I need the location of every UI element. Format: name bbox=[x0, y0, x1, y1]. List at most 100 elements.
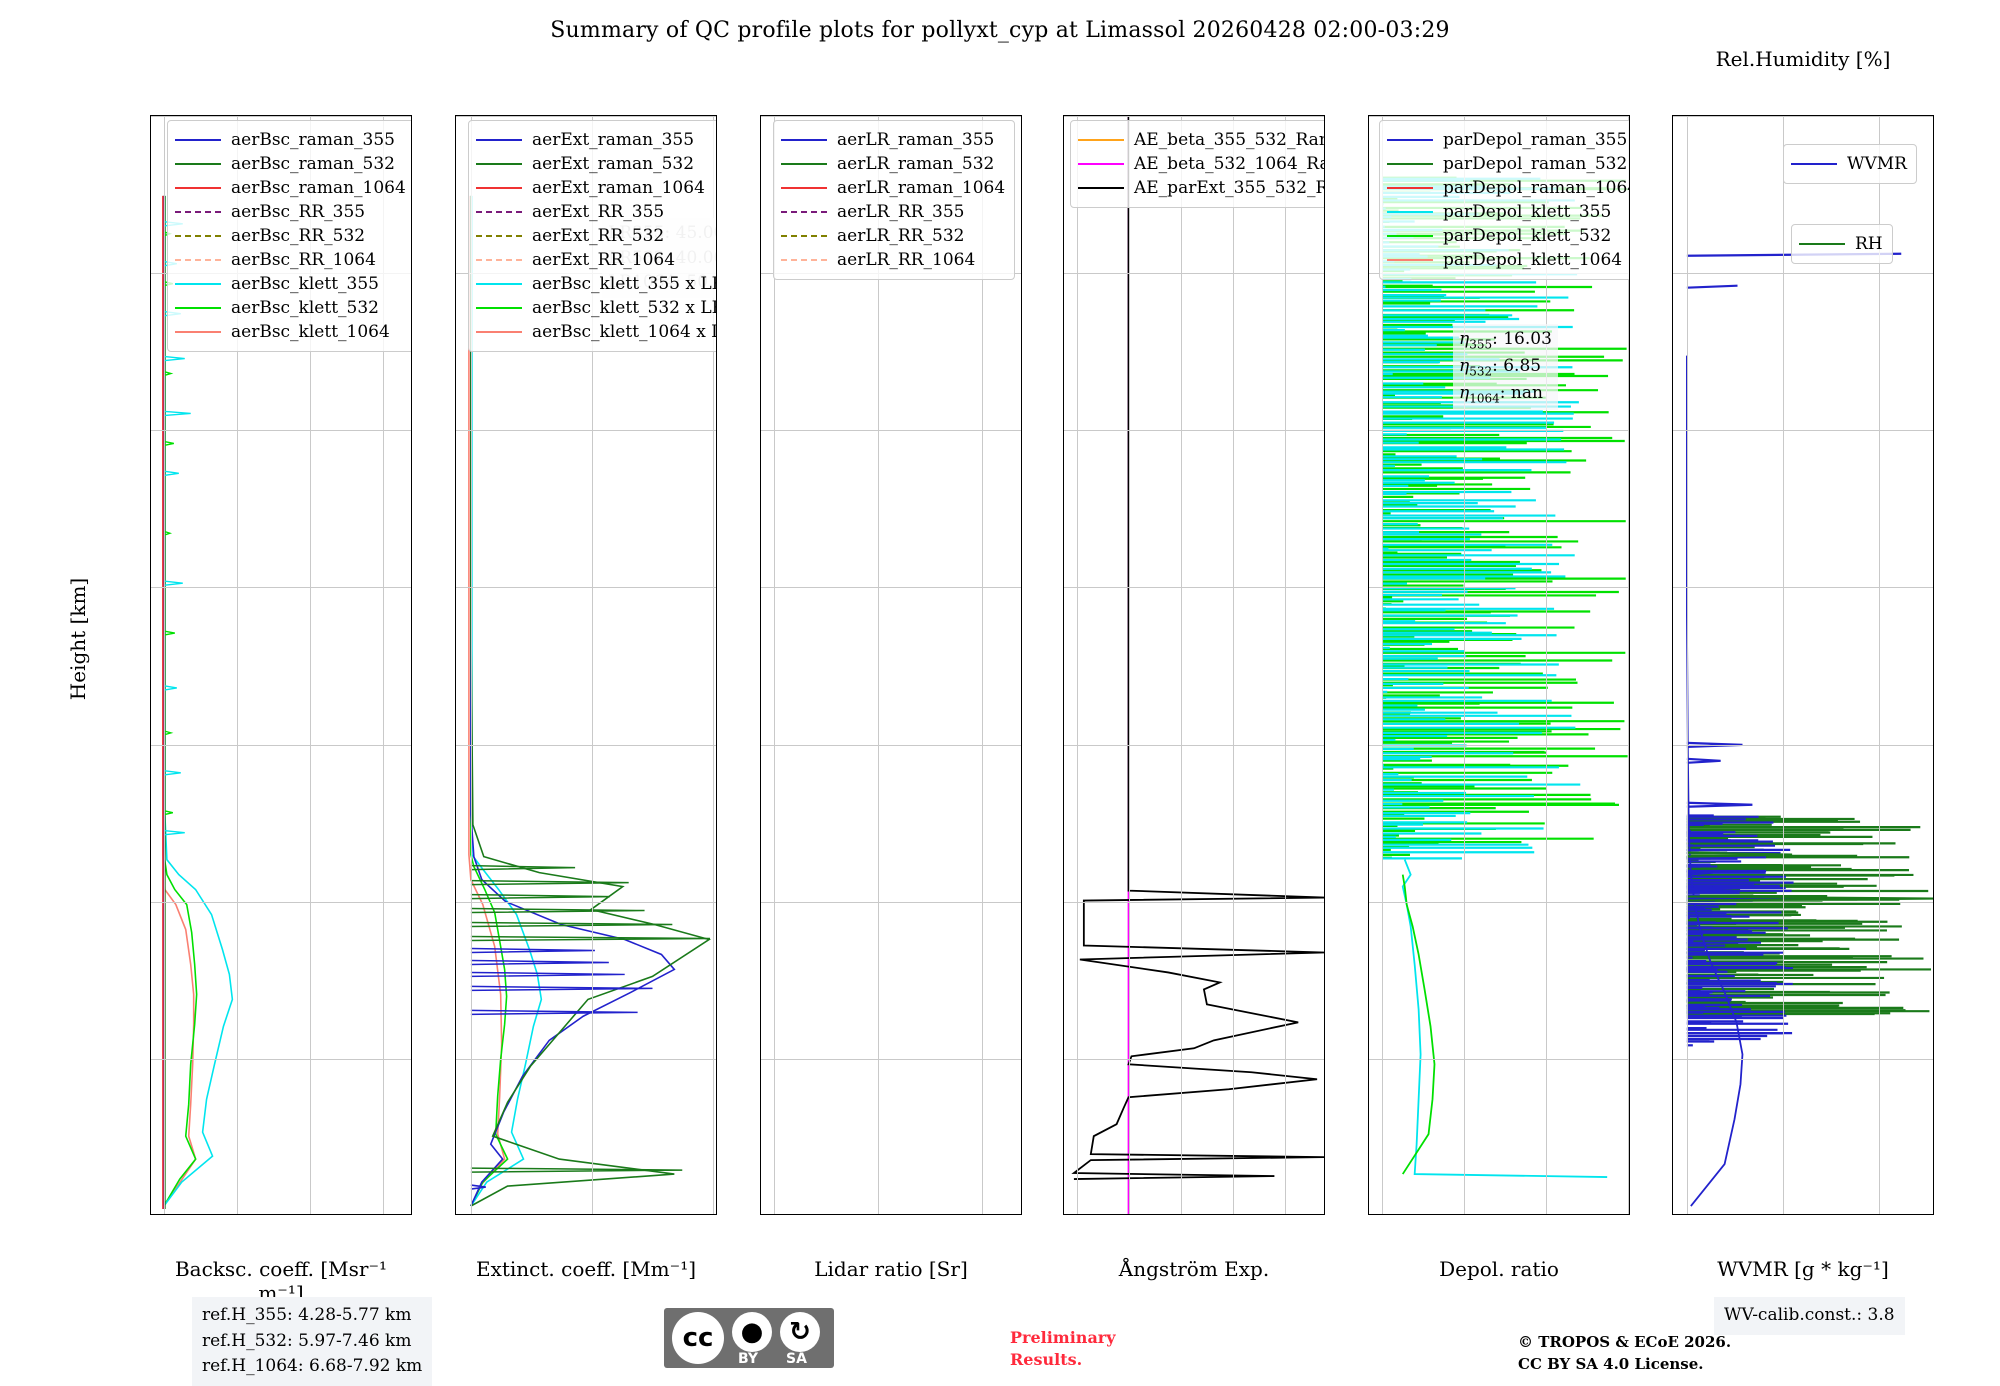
line-swatch-icon bbox=[781, 187, 827, 189]
legend-item-aerbsc-klett-355[interactable]: aerBsc_klett_355 bbox=[175, 272, 406, 296]
legend-item-aerext-rr-1064[interactable]: aerExt_RR_1064 bbox=[476, 248, 716, 272]
legend-item-aerlr-rr-532[interactable]: aerLR_RR_532 bbox=[781, 224, 1005, 248]
plot-area-backscatter[interactable]: aerBsc_raman_355 aerBsc_raman_532 aerBsc_r… bbox=[150, 115, 412, 1215]
y-tick-mark bbox=[1021, 272, 1022, 274]
legend-label: aerLR_raman_355 bbox=[837, 130, 995, 150]
legend-item-aerext-rr-355[interactable]: aerExt_RR_355 bbox=[476, 200, 716, 224]
plot-area-depol-ratio[interactable]: η355: 16.03 η532: 6.85 η1064: nan parDep… bbox=[1368, 115, 1630, 1215]
y-tick-mark bbox=[150, 744, 151, 746]
legend-item-pardepol-raman-1064[interactable]: parDepol_raman_1064 bbox=[1387, 176, 1629, 200]
y-tick-mark bbox=[1063, 901, 1064, 903]
x-tick-mark bbox=[1129, 1214, 1131, 1215]
y-tick-mark bbox=[716, 1058, 717, 1060]
line-swatch-icon bbox=[175, 331, 221, 333]
y-tick-mark bbox=[1368, 1058, 1369, 1060]
x-tick-mark-top bbox=[1194, 115, 1196, 116]
y-tick-mark bbox=[411, 587, 412, 589]
plot-area-angstrom[interactable]: AE_beta_355_532_Raman AE_beta_532_1064_Ra… bbox=[1063, 115, 1325, 1215]
series-wvmr bbox=[1686, 252, 1933, 1207]
legend-item-aerext-rr-532[interactable]: aerExt_RR_532 bbox=[476, 224, 716, 248]
line-swatch-icon bbox=[175, 235, 221, 237]
eta-1064-value: η1064: nan bbox=[1459, 382, 1543, 405]
legend-rh[interactable]: RH bbox=[1791, 224, 1893, 264]
legend-wvmr[interactable]: WVMR bbox=[1783, 144, 1917, 184]
legend-item-aerext-raman-532[interactable]: aerExt_raman_532 bbox=[476, 152, 716, 176]
x-tick-mark bbox=[1376, 1214, 1378, 1215]
legend-item-aerbsc-klett-532[interactable]: aerBsc_klett_532 bbox=[175, 296, 406, 320]
y-tick-mark bbox=[1933, 272, 1934, 274]
legend-item-aerext-raman-1064[interactable]: aerExt_raman_1064 bbox=[476, 176, 716, 200]
legend-item-aerlr-rr-1064[interactable]: aerLR_RR_1064 bbox=[781, 248, 1005, 272]
legend-item-ae-beta-532-1064-raman[interactable]: AE_beta_532_1064_Raman bbox=[1078, 152, 1324, 176]
legend-label: aerBsc_raman_1064 bbox=[231, 178, 406, 198]
line-swatch-icon bbox=[476, 139, 522, 141]
y-tick-mark bbox=[411, 429, 412, 431]
legend-item-wvmr[interactable]: WVMR bbox=[1791, 152, 1907, 176]
legend-label: aerBsc_klett_1064 x LR bbox=[532, 322, 717, 342]
legend-item-aerlr-raman-532[interactable]: aerLR_raman_532 bbox=[781, 152, 1005, 176]
y-tick-mark bbox=[1063, 587, 1064, 589]
legend-item-aerbsc-klett-355-x-lr[interactable]: aerBsc_klett_355 x LR bbox=[476, 272, 716, 296]
y-tick-mark bbox=[1368, 901, 1369, 903]
legend-item-aerbsc-raman-1064[interactable]: aerBsc_raman_1064 bbox=[175, 176, 406, 200]
legend-backscatter[interactable]: aerBsc_raman_355 aerBsc_raman_532 aerBsc_r… bbox=[167, 120, 411, 352]
legend-item-pardepol-klett-1064[interactable]: parDepol_klett_1064 bbox=[1387, 248, 1629, 272]
legend-item-aerext-raman-355[interactable]: aerExt_raman_355 bbox=[476, 128, 716, 152]
cc-license-badge[interactable]: cc ● ↻ BY SA bbox=[664, 1308, 834, 1368]
y-tick-mark bbox=[150, 587, 151, 589]
panel-depol-ratio: η355: 16.03 η532: 6.85 η1064: nan parDep… bbox=[1368, 115, 1630, 1281]
x-tick-mark bbox=[162, 1214, 164, 1215]
legend-item-aerlr-raman-1064[interactable]: aerLR_raman_1064 bbox=[781, 176, 1005, 200]
x-axis-label-wvmr: WVMR [g * kg⁻¹] bbox=[1717, 1257, 1889, 1281]
y-axis-label: Height [km] bbox=[66, 577, 90, 701]
legend-item-pardepol-raman-355[interactable]: parDepol_raman_355 bbox=[1387, 128, 1629, 152]
legend-item-aerbsc-rr-355[interactable]: aerBsc_RR_355 bbox=[175, 200, 406, 224]
y-tick-mark bbox=[1021, 115, 1022, 117]
legend-label-rh: RH bbox=[1855, 234, 1883, 254]
by-person-icon: ● bbox=[732, 1312, 772, 1352]
y-tick-mark bbox=[1672, 744, 1673, 746]
y-tick-mark bbox=[760, 901, 761, 903]
legend-item-aerbsc-rr-532[interactable]: aerBsc_RR_532 bbox=[175, 224, 406, 248]
legend-label: aerBsc_raman_532 bbox=[231, 154, 395, 174]
legend-item-pardepol-raman-532[interactable]: parDepol_raman_532 bbox=[1387, 152, 1629, 176]
x-tick-mark bbox=[467, 1214, 469, 1215]
legend-label: aerBsc_klett_355 bbox=[231, 274, 379, 294]
page-title: Summary of QC profile plots for pollyxt_… bbox=[550, 18, 1450, 43]
x-tick-mark bbox=[1063, 1214, 1065, 1215]
line-swatch-icon bbox=[1078, 139, 1124, 141]
legend-depol-ratio[interactable]: parDepol_raman_355 parDepol_raman_532 parD… bbox=[1379, 120, 1629, 280]
plot-area-wvmr[interactable]: WVMR RH 02468101214020400255075100 bbox=[1672, 115, 1934, 1215]
legend-item-aerbsc-rr-1064[interactable]: aerBsc_RR_1064 bbox=[175, 248, 406, 272]
legend-item-aerbsc-raman-355[interactable]: aerBsc_raman_355 bbox=[175, 128, 406, 152]
legend-item-aerbsc-raman-532[interactable]: aerBsc_raman_532 bbox=[175, 152, 406, 176]
x-tick-mark bbox=[773, 1214, 775, 1215]
legend-item-aerbsc-klett-1064-x-lr[interactable]: aerBsc_klett_1064 x LR bbox=[476, 320, 717, 344]
legend-item-aerlr-rr-355[interactable]: aerLR_RR_355 bbox=[781, 200, 1005, 224]
y-tick-mark bbox=[150, 115, 151, 117]
legend-item-aerbsc-klett-532-x-lr[interactable]: aerBsc_klett_532 x LR bbox=[476, 296, 716, 320]
legend-lidar-ratio[interactable]: aerLR_raman_355 aerLR_raman_532 aerLR_rama… bbox=[773, 120, 1016, 280]
y-tick-mark bbox=[1933, 429, 1934, 431]
legend-label: aerBsc_raman_355 bbox=[231, 130, 395, 150]
legend-item-pardepol-klett-532[interactable]: parDepol_klett_532 bbox=[1387, 224, 1629, 248]
eta-annotation: η355: 16.03 η532: 6.85 η1064: nan bbox=[1453, 324, 1558, 411]
legend-item-aerbsc-klett-1064[interactable]: aerBsc_klett_1064 bbox=[175, 320, 406, 344]
x-tick-mark bbox=[1537, 1214, 1539, 1215]
x-tick-mark bbox=[700, 1214, 702, 1215]
legend-item-ae-beta-355-532-raman[interactable]: AE_beta_355_532_Raman bbox=[1078, 128, 1324, 152]
legend-item-ae-parext-355-532-raman[interactable]: AE_parExt_355_532_Raman bbox=[1078, 176, 1324, 200]
legend-item-pardepol-klett-355[interactable]: parDepol_klett_355 bbox=[1387, 200, 1629, 224]
legend-item-rh[interactable]: RH bbox=[1799, 232, 1883, 256]
legend-item-aerlr-raman-355[interactable]: aerLR_raman_355 bbox=[781, 128, 1005, 152]
line-swatch-icon bbox=[175, 139, 221, 141]
eta-532-value: η532: 6.85 bbox=[1459, 355, 1542, 379]
y-tick-mark bbox=[1324, 272, 1325, 274]
x-tick-mark-top bbox=[1063, 115, 1065, 116]
legend-extinction[interactable]: aerExt_raman_355 aerExt_raman_532 aerExt_r… bbox=[468, 120, 717, 352]
legend-angstrom[interactable]: AE_beta_355_532_Raman AE_beta_532_1064_Ra… bbox=[1070, 120, 1324, 208]
y-tick-mark bbox=[150, 272, 151, 274]
plot-area-lidar-ratio[interactable]: aerLR_raman_355 aerLR_raman_532 aerLR_rama… bbox=[760, 115, 1022, 1215]
legend-label: aerBsc_klett_1064 bbox=[231, 322, 390, 342]
plot-area-extinction[interactable]: LR355: 45.00 LR532: 40.00 LR1064: 50.00 … bbox=[455, 115, 717, 1215]
